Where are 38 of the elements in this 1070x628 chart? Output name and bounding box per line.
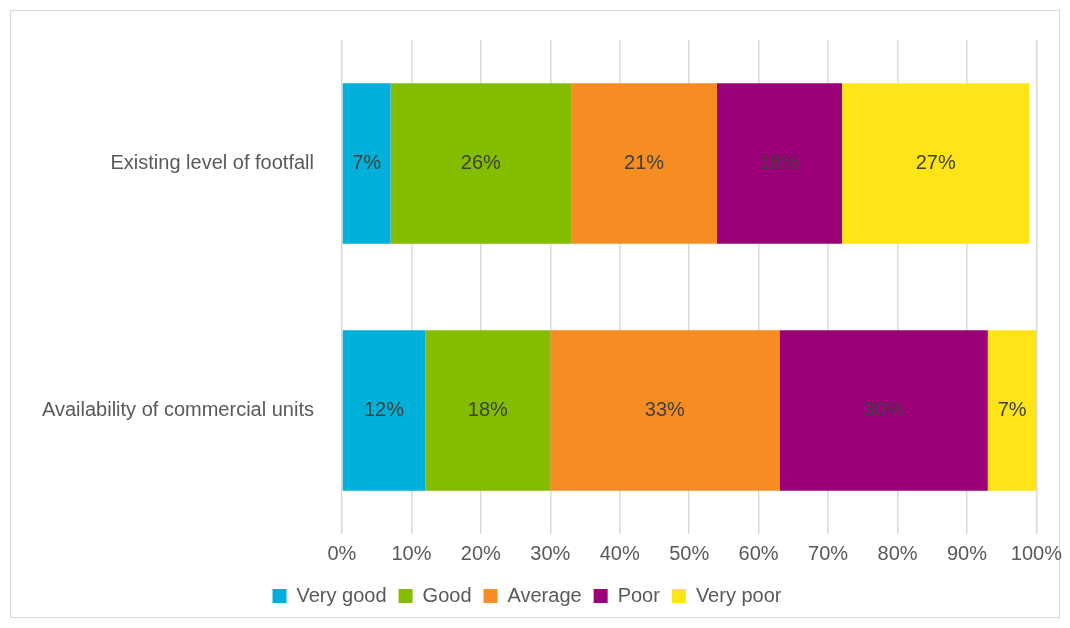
x-tick-label: 80% — [877, 541, 918, 564]
data-label: 18% — [759, 151, 800, 174]
bar — [841, 83, 1030, 244]
data-label: 18% — [467, 398, 509, 421]
x-tick-label: 90% — [946, 541, 988, 564]
legend-label: Average — [507, 583, 582, 606]
x-tick-label: 30% — [530, 541, 571, 564]
x-tick-label: 0% — [327, 541, 357, 564]
data-label: 26% — [460, 151, 502, 174]
bar — [342, 330, 426, 491]
data-label: 27% — [915, 151, 956, 174]
bar — [716, 83, 842, 244]
bar — [342, 83, 391, 244]
y-tick-label: Availability of commercial units — [42, 398, 314, 421]
data-label: 33% — [644, 398, 686, 421]
bar — [779, 330, 988, 491]
x-tick-label: 40% — [599, 541, 640, 564]
data-label: 12% — [363, 398, 405, 421]
legend-label: Very poor — [695, 583, 782, 606]
data-label: 21% — [624, 151, 665, 174]
bar — [987, 330, 1037, 491]
x-tick-label: 50% — [669, 541, 710, 564]
x-tick-label: 100% — [1010, 541, 1063, 564]
x-tick-label: 60% — [738, 541, 779, 564]
x-tick-label: 70% — [808, 541, 849, 564]
bar — [550, 330, 780, 491]
data-label: 30% — [863, 398, 904, 421]
bar — [425, 330, 551, 491]
data-label: 7% — [352, 151, 382, 174]
legend-label: Poor — [617, 583, 661, 606]
legend-label: Very good — [296, 583, 387, 606]
legend-label: Good — [422, 583, 472, 606]
x-tick-label: 20% — [460, 541, 502, 564]
bar — [571, 83, 717, 244]
bar — [390, 83, 572, 244]
y-tick-label: Existing level of footfall — [110, 151, 314, 174]
data-label: 7% — [997, 398, 1027, 421]
x-tick-label: 10% — [391, 541, 432, 564]
